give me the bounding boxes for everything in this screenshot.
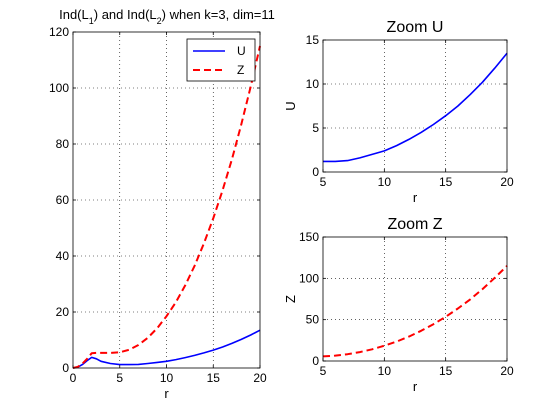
zoom-u-series-0-line — [323, 52, 508, 163]
main-x-tick-label: 10 — [160, 371, 174, 385]
zoom-z-x-axis-label: r — [413, 379, 418, 394]
zoom-z-x-tick-label: 15 — [439, 364, 453, 378]
main-y-tick-label: 80 — [56, 137, 70, 151]
main-x-tick-label: 0 — [70, 371, 77, 385]
zoom-u-y-tick-label: 15 — [306, 33, 320, 47]
zoom-z-axes-frame — [322, 236, 508, 362]
main-y-tick-label: 120 — [49, 25, 69, 39]
main-y-tick-label: 100 — [49, 81, 69, 95]
zoom-u-chart-title: Zoom U — [387, 19, 444, 36]
main-y-tick-label: 40 — [56, 249, 70, 263]
zoom-z-chart-axes: 5 10 15 20 0 50 100 150 r Z Zoom Z — [283, 216, 514, 394]
zoom-z-y-tick-label: 100 — [299, 271, 319, 285]
zoom-u-x-tick-label: 15 — [439, 175, 453, 189]
zoom-z-chart-title: Zoom Z — [387, 216, 442, 233]
zoom-u-x-tick-label: 20 — [500, 175, 514, 189]
legend-label-u: U — [237, 44, 246, 58]
main-series-z-line — [72, 45, 261, 369]
zoom-u-y-tick-label: 0 — [312, 165, 319, 179]
main-x-tick-label: 15 — [207, 371, 221, 385]
main-x-tick-label: 20 — [253, 371, 267, 385]
zoom-u-plot-area — [323, 40, 507, 172]
zoom-z-plot-area — [323, 237, 507, 361]
zoom-u-x-axis-label: r — [413, 190, 418, 205]
zoom-u-x-tick-label: 5 — [320, 175, 327, 189]
main-y-tick-label: 60 — [56, 193, 70, 207]
legend-label-z: Z — [237, 63, 244, 77]
main-series-u-line — [72, 329, 261, 369]
zoom-z-y-axis-label: Z — [283, 295, 298, 303]
main-x-axis-label: r — [164, 386, 169, 401]
zoom-z-y-tick-label: 50 — [306, 313, 320, 327]
zoom-u-y-axis-label: U — [283, 101, 298, 110]
zoom-z-series-0-line — [322, 265, 508, 358]
legend-box — [186, 38, 256, 82]
main-x-tick-label: 5 — [116, 371, 123, 385]
zoom-u-y-tick-label: 10 — [306, 77, 320, 91]
zoom-z-y-tick-label: 150 — [299, 230, 319, 244]
main-y-tick-label: 20 — [56, 305, 70, 319]
zoom-z-x-tick-label: 10 — [378, 364, 392, 378]
zoom-u-axes-frame — [322, 39, 508, 173]
main-y-tick-label: 0 — [62, 361, 69, 375]
main-chart-title: Ind(L1) and Ind(L2) when k=3, dim=11 — [59, 7, 275, 26]
zoom-z-x-tick-label: 5 — [320, 364, 327, 378]
main-chart-axes: 0 5 10 15 20 0 20 40 60 80 100 120 r UZ — [49, 25, 267, 401]
zoom-u-x-tick-label: 10 — [378, 175, 392, 189]
zoom-z-x-tick-label: 20 — [500, 364, 514, 378]
zoom-u-y-tick-label: 5 — [312, 121, 319, 135]
zoom-z-y-tick-label: 0 — [312, 354, 319, 368]
